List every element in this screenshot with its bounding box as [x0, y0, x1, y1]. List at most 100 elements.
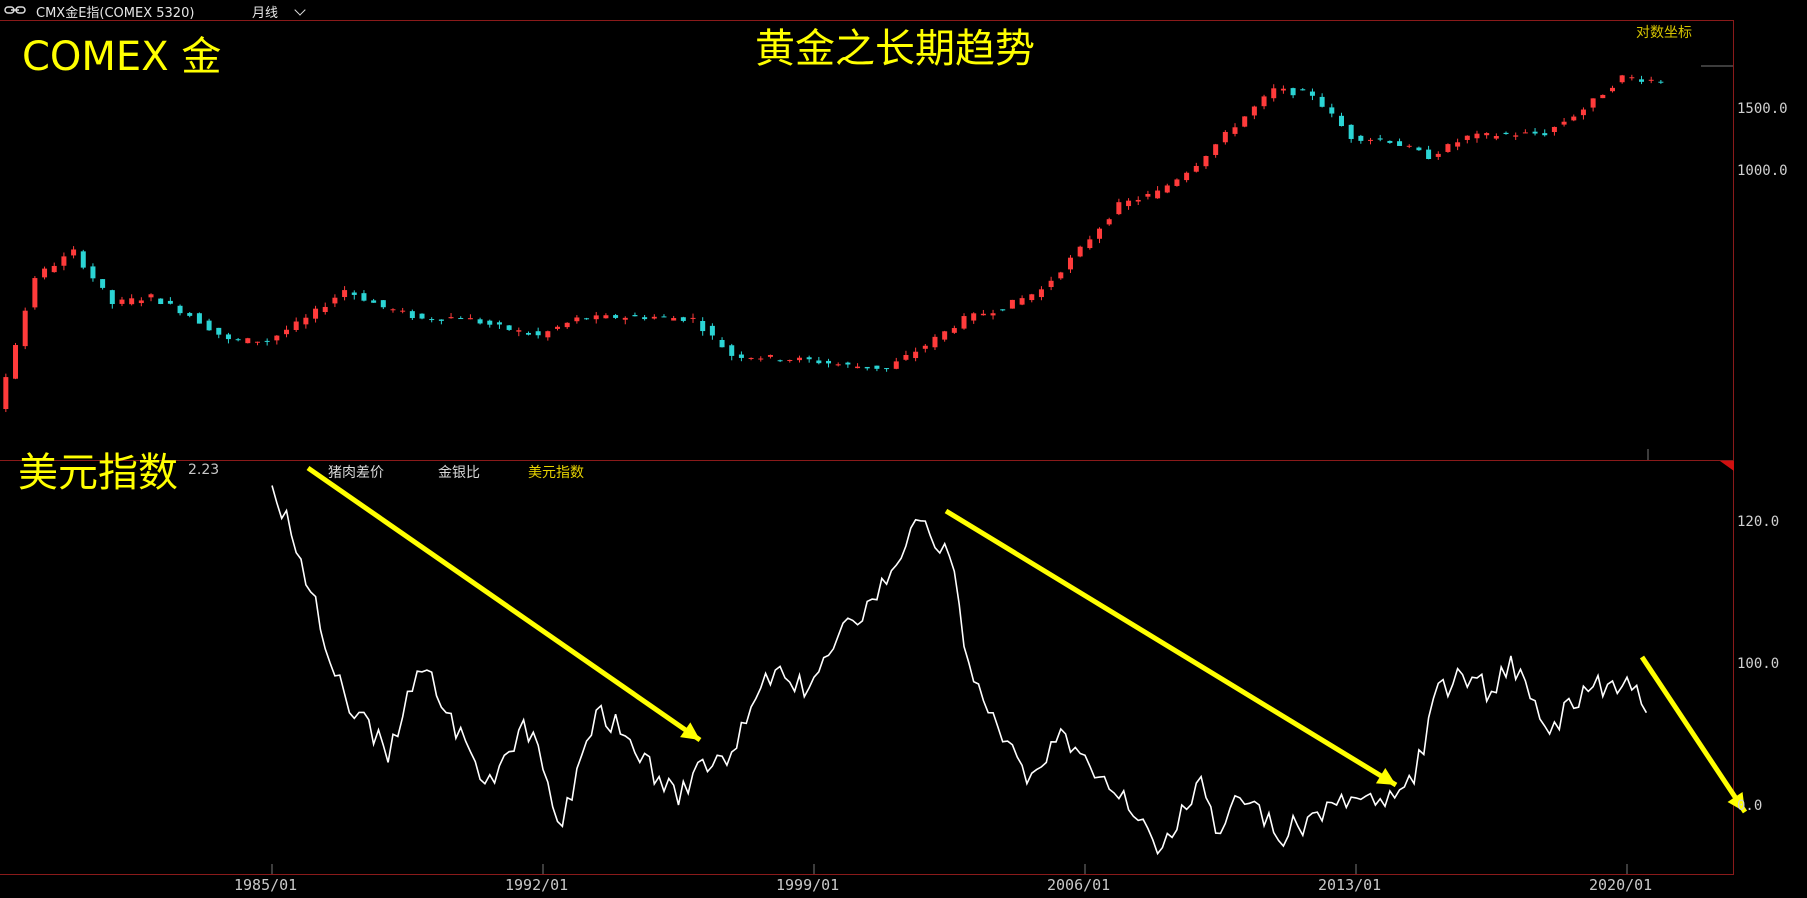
chart-title: 黄金之长期趋势	[755, 26, 1035, 72]
candle-body	[1522, 132, 1528, 134]
x-tick-label: 2013/01	[1318, 876, 1382, 894]
trend-arrow-head	[1375, 767, 1396, 785]
log-scale-toggle[interactable]: 对数坐标	[1636, 25, 1692, 41]
candle-body	[61, 256, 67, 266]
candle-body	[284, 329, 290, 335]
candle-body	[806, 357, 812, 360]
candle-body	[148, 294, 154, 298]
y-tick-label: 100.0	[1737, 656, 1780, 672]
candle-body	[767, 354, 773, 357]
candle-body	[1329, 107, 1335, 114]
candle-body	[1242, 116, 1248, 127]
candle-body	[1116, 202, 1122, 215]
candle-body	[1426, 149, 1432, 159]
x-tick-label: 2020/01	[1589, 876, 1653, 894]
gold-candles	[3, 74, 1664, 413]
candle-body	[1561, 121, 1567, 125]
period-selector[interactable]: 月线	[252, 6, 279, 21]
candle-body	[303, 317, 309, 325]
candle-body	[1058, 272, 1064, 279]
candle-body	[1445, 144, 1451, 152]
candle-body	[1658, 81, 1664, 83]
candle-body	[1319, 96, 1325, 107]
candle-body	[1455, 142, 1461, 147]
candle-body	[1609, 87, 1615, 92]
candle-body	[1193, 165, 1199, 172]
candle-body	[1435, 153, 1441, 157]
link-icon[interactable]	[4, 5, 26, 15]
candle-body	[1542, 133, 1548, 136]
tab-gold-silver-ratio[interactable]: 金银比	[438, 465, 480, 481]
candle-body	[187, 313, 193, 316]
candle-body	[1222, 131, 1228, 143]
candle-body	[1377, 138, 1383, 140]
candle-body	[129, 298, 135, 305]
candle-body	[719, 339, 725, 348]
candle-body	[467, 318, 473, 320]
candle-body	[390, 309, 396, 311]
candle-body	[380, 300, 386, 308]
panel-marker	[1720, 461, 1734, 471]
candle-body	[1087, 239, 1093, 249]
candle-body	[1300, 89, 1306, 91]
candle-body	[419, 313, 425, 319]
tab-dollar-index[interactable]: 美元指数	[528, 465, 584, 481]
candle-body	[3, 377, 9, 410]
candle-body	[1484, 133, 1490, 136]
candle-body	[1261, 96, 1267, 107]
candle-body	[313, 308, 319, 319]
candle-body	[855, 366, 861, 369]
trend-arrow-line	[1639, 655, 1748, 814]
instrument-title: CMX金E指(COMEX 5320)	[36, 6, 195, 21]
candle-body	[361, 293, 367, 301]
candle-body	[216, 327, 222, 335]
candle-body	[1619, 75, 1625, 83]
candle-body	[1580, 109, 1586, 116]
candle-body	[1590, 98, 1596, 108]
candle-body	[438, 319, 444, 321]
candle-body	[651, 316, 657, 319]
candle-body	[1309, 91, 1315, 96]
candle-body	[477, 319, 483, 324]
candle-body	[71, 249, 77, 256]
candle-body	[1600, 94, 1606, 99]
candle-body	[119, 299, 125, 304]
candle-body	[709, 325, 715, 336]
candle-body	[409, 311, 415, 319]
candle-body	[758, 358, 764, 360]
candle-body	[555, 326, 561, 329]
candle-body	[1474, 133, 1480, 139]
candle-body	[1358, 135, 1364, 141]
dxy-line	[271, 485, 1648, 856]
candle-body	[584, 318, 590, 320]
candle-body	[642, 317, 648, 320]
candle-body	[1106, 219, 1112, 225]
candle-body	[496, 322, 502, 325]
candle-body	[835, 364, 841, 366]
candle-body	[429, 319, 435, 321]
candle-body	[787, 360, 793, 362]
candle-body	[1271, 88, 1277, 99]
candle-body	[1464, 135, 1470, 140]
candle-body	[516, 330, 522, 332]
candle-body	[990, 313, 996, 316]
candle-body	[893, 361, 899, 369]
candle-body	[109, 290, 115, 305]
candle-body	[593, 315, 599, 320]
candle-body	[90, 266, 96, 279]
candle-body	[864, 366, 870, 369]
candle-body	[1571, 116, 1577, 121]
candle-body	[1290, 88, 1296, 96]
candle-body	[603, 315, 609, 319]
candle-body	[922, 345, 928, 349]
candle-body	[196, 313, 202, 324]
candle-body	[680, 317, 686, 321]
candle-body	[458, 318, 464, 320]
candle-body	[1203, 156, 1209, 167]
candle-body	[1126, 200, 1132, 207]
candle-body	[1368, 139, 1374, 141]
candle-body	[690, 317, 696, 319]
tab-pork-spread[interactable]: 猪肉差价	[328, 465, 384, 481]
candle-body	[100, 279, 106, 288]
